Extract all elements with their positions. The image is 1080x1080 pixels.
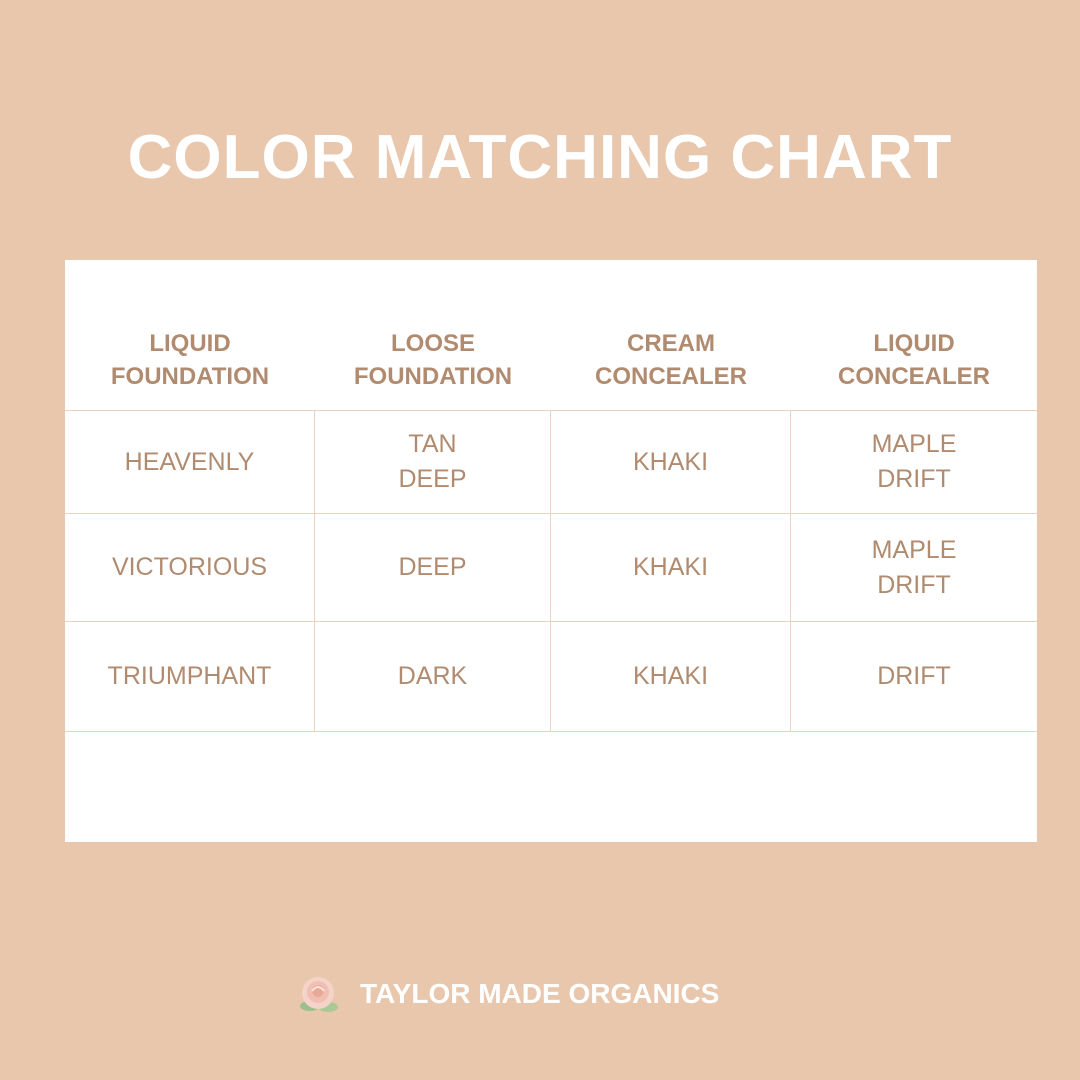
table-cell: KHAKI bbox=[551, 410, 791, 513]
table-card: LIQUID FOUNDATION LOOSE FOUNDATION CREAM C… bbox=[65, 260, 1037, 842]
column-header: CREAM CONCEALER bbox=[594, 330, 747, 390]
table-cell: KHAKI bbox=[551, 513, 791, 621]
column-header: LIQUID CONCEALER bbox=[837, 330, 990, 390]
table: LIQUID FOUNDATION LOOSE FOUNDATION CREAM C… bbox=[65, 260, 1037, 732]
table-cell: TRIUMPHANT bbox=[65, 621, 315, 732]
table-cell: DARK bbox=[315, 621, 551, 732]
table-cell: VICTORIOUS bbox=[65, 513, 315, 621]
brand-name: TAYLOR MADE ORGANICS bbox=[360, 978, 720, 1009]
footer: TAYLOR MADE ORGANICS bbox=[296, 972, 719, 1016]
table-cell: DRIFT bbox=[791, 621, 1037, 732]
title: COLOR MATCHING CHART bbox=[127, 123, 953, 192]
table-cell: TAN DEEP bbox=[315, 410, 551, 513]
table-cell: HEAVENLY bbox=[65, 410, 315, 513]
table-cell: DEEP bbox=[315, 513, 551, 621]
table-cell: MAPLE DRIFT bbox=[791, 513, 1037, 621]
column-header: LIQUID FOUNDATION bbox=[110, 330, 270, 390]
rose-icon bbox=[300, 977, 338, 1012]
column-header: LOOSE FOUNDATION bbox=[353, 330, 513, 390]
table-cell: KHAKI bbox=[551, 621, 791, 732]
table-cell: MAPLE DRIFT bbox=[791, 410, 1037, 513]
